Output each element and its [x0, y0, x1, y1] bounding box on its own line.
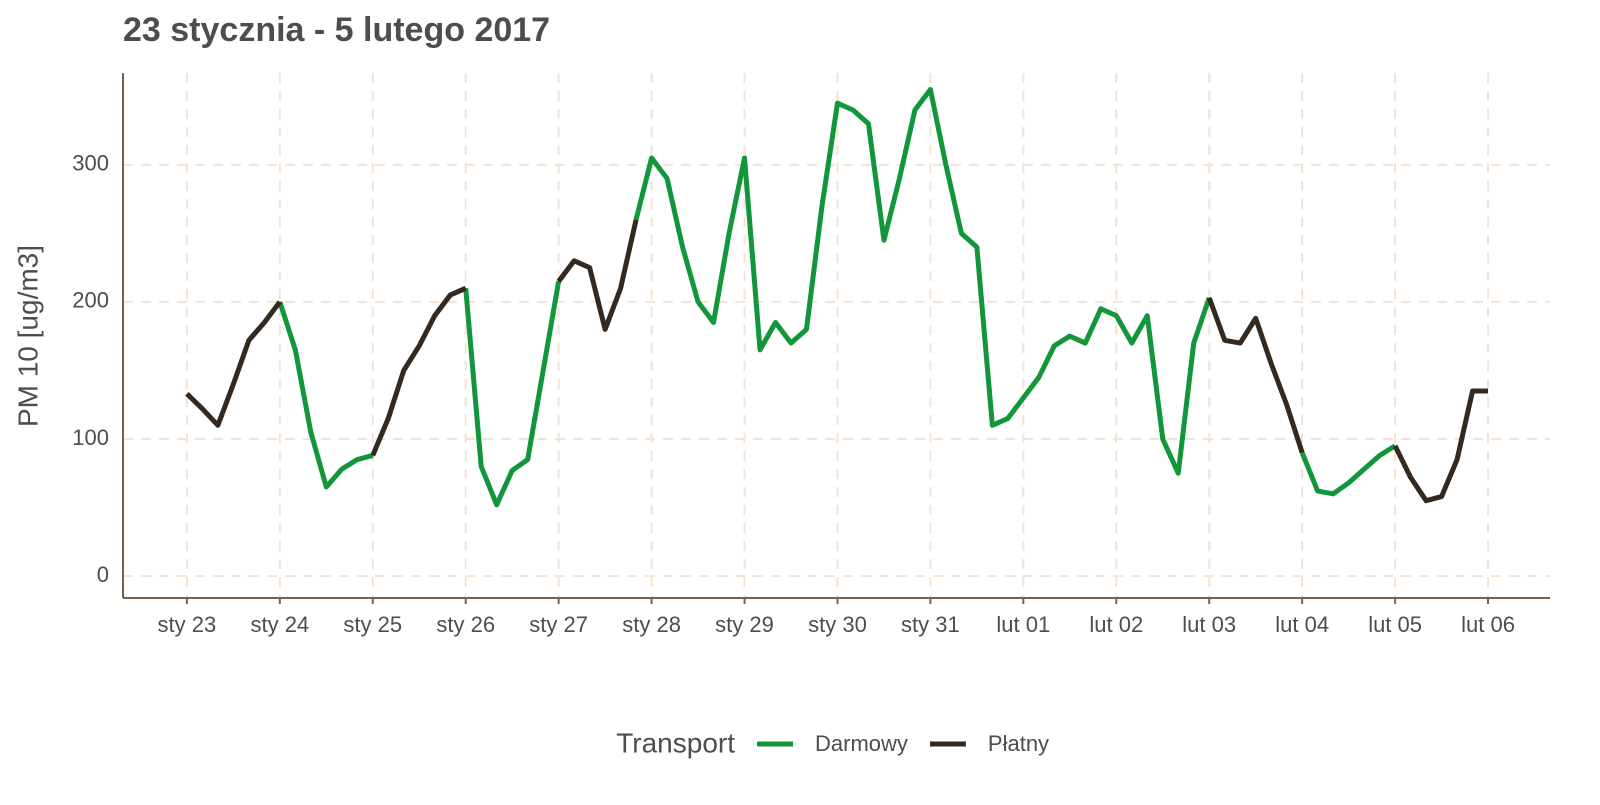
- y-tick-label: 200: [72, 288, 109, 313]
- y-tick-label: 0: [97, 562, 109, 587]
- x-tick-label: lut 01: [996, 612, 1050, 637]
- y-axis-label: PM 10 [ug/m3]: [12, 245, 43, 427]
- legend-label: Płatny: [988, 731, 1049, 756]
- y-tick-label: 100: [72, 425, 109, 450]
- x-tick-label: lut 05: [1368, 612, 1422, 637]
- x-tick-label: sty 24: [250, 612, 309, 637]
- x-tick-label: sty 26: [436, 612, 495, 637]
- data-line: [277, 86, 1397, 508]
- x-tick-label: sty 25: [343, 612, 402, 637]
- x-tick-label: lut 03: [1182, 612, 1236, 637]
- y-tick-label: 300: [72, 151, 109, 176]
- x-tick-label: sty 30: [808, 612, 867, 637]
- x-tick-label: sty 29: [715, 612, 774, 637]
- x-tick-label: lut 04: [1275, 612, 1329, 637]
- x-tick-label: sty 23: [158, 612, 217, 637]
- x-tick-label: sty 31: [901, 612, 960, 637]
- legend-title: Transport: [616, 727, 735, 758]
- x-tick-label: sty 28: [622, 612, 681, 637]
- legend-label: Darmowy: [815, 731, 908, 756]
- chart-title: 23 stycznia - 5 lutego 2017: [123, 11, 550, 49]
- x-tick-label: sty 27: [529, 612, 588, 637]
- x-tick-label: lut 06: [1461, 612, 1515, 637]
- x-tick-label: lut 02: [1089, 612, 1143, 637]
- data-line: [185, 219, 1489, 504]
